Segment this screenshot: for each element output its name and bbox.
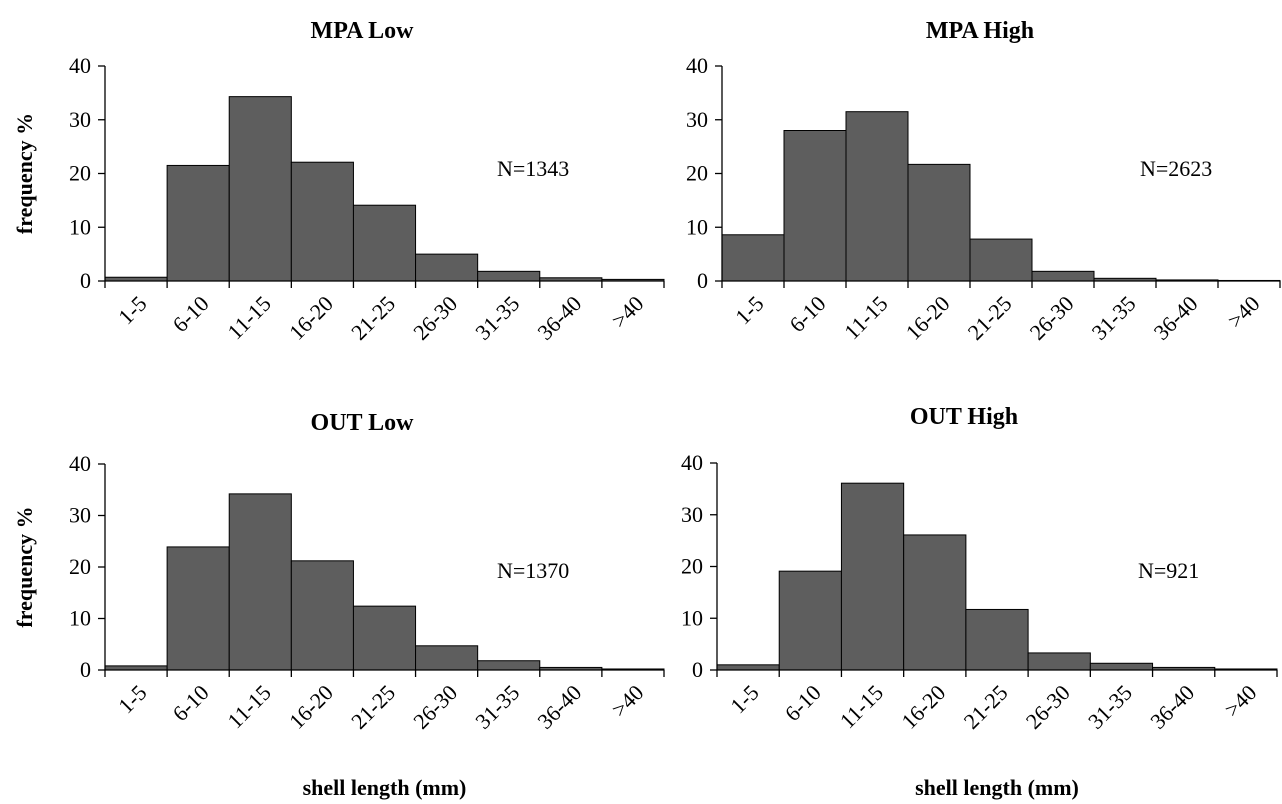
bar-16-20	[907, 163, 971, 282]
bar-31-35	[1089, 662, 1154, 671]
bar-21-25	[969, 238, 1033, 282]
chart-title: OUT High	[910, 404, 1018, 430]
x-tick-label: 21-25	[346, 680, 400, 734]
x-tick-label: 26-30	[408, 680, 462, 734]
x-tick-label: 6-10	[168, 680, 214, 726]
bar-11-15	[840, 482, 905, 671]
bar-21-25	[352, 605, 417, 671]
x-tick-label: 36-40	[1145, 680, 1199, 734]
bar-26-30	[415, 253, 479, 282]
x-tick-label: 1-5	[113, 680, 151, 718]
y-tick-label: 30	[69, 107, 91, 132]
bar-6-10	[778, 570, 842, 671]
bar-11-15	[228, 493, 292, 671]
y-tick-label: 20	[681, 554, 703, 579]
x-tick-label: >40	[1223, 291, 1265, 333]
x-tick-label: 31-35	[1087, 291, 1141, 345]
chart-title: MPA High	[926, 18, 1034, 44]
x-tick-label: 31-35	[470, 291, 524, 345]
bar-26-30	[415, 645, 479, 671]
x-tick-label: 31-35	[1083, 680, 1137, 734]
x-tick-label: 6-10	[784, 291, 830, 337]
x-tick-label: 21-25	[963, 291, 1017, 345]
x-axis-label: shell length (mm)	[303, 775, 467, 800]
y-axis-label: frequency %	[12, 506, 37, 627]
bar-16-20	[290, 161, 354, 282]
x-tick-label: 11-15	[222, 680, 275, 733]
chart-title: OUT Low	[311, 410, 415, 436]
bar-6-10	[166, 164, 230, 282]
x-tick-label: 6-10	[780, 680, 826, 726]
y-tick-label: 0	[697, 268, 708, 293]
bar-1-5	[721, 234, 785, 282]
x-tick-label: 21-25	[959, 680, 1013, 734]
x-tick-label: 26-30	[408, 291, 462, 345]
x-tick-label: 1-5	[725, 680, 763, 718]
x-tick-label: 16-20	[284, 291, 338, 345]
x-tick-label: 26-30	[1021, 680, 1075, 734]
x-tick-label: 1-5	[113, 291, 151, 329]
x-axis-label: shell length (mm)	[915, 775, 1079, 800]
y-tick-label: 0	[80, 268, 91, 293]
y-tick-label: 10	[69, 606, 91, 631]
x-tick-label: 36-40	[532, 291, 586, 345]
bar-6-10	[166, 546, 230, 671]
y-tick-label: 30	[681, 502, 703, 527]
bar-21-25	[965, 608, 1029, 671]
y-tick-label: 20	[69, 161, 91, 186]
y-tick-label: 20	[686, 161, 708, 186]
sample-size-annotation: N=1370	[497, 558, 569, 583]
chart-title: MPA Low	[311, 18, 415, 44]
y-tick-label: 40	[69, 53, 91, 78]
bar-6-10	[783, 130, 847, 282]
x-tick-label: >40	[606, 291, 648, 333]
sample-size-annotation: N=2623	[1140, 156, 1212, 181]
x-tick-label: 16-20	[901, 291, 955, 345]
bar-16-20	[290, 560, 354, 671]
sample-size-annotation: N=1343	[497, 156, 569, 181]
y-tick-label: 20	[69, 554, 91, 579]
y-tick-label: 40	[681, 450, 703, 475]
bar-16-20	[903, 534, 967, 671]
y-tick-label: 40	[686, 53, 708, 78]
x-tick-label: 16-20	[896, 680, 950, 734]
x-tick-label: 21-25	[346, 291, 400, 345]
y-tick-label: 10	[69, 214, 91, 239]
y-axis-label: frequency %	[12, 113, 37, 234]
y-tick-label: 10	[686, 214, 708, 239]
y-tick-label: 0	[80, 657, 91, 682]
x-tick-label: 11-15	[835, 680, 888, 733]
bar-1-5	[716, 664, 780, 671]
bar-31-35	[477, 270, 541, 282]
bar-11-15	[228, 96, 292, 282]
bar-11-15	[845, 111, 909, 282]
y-tick-label: 0	[692, 657, 703, 682]
y-tick-label: 10	[681, 605, 703, 630]
y-tick-label: 40	[69, 451, 91, 476]
y-tick-label: 30	[686, 107, 708, 132]
sample-size-annotation: N=921	[1138, 558, 1199, 583]
bar-26-30	[1027, 652, 1091, 671]
y-tick-label: 30	[69, 503, 91, 528]
x-tick-label: 26-30	[1025, 291, 1079, 345]
bar-26-30	[1031, 270, 1095, 282]
x-tick-label: 1-5	[730, 291, 768, 329]
x-tick-label: 6-10	[168, 291, 214, 337]
x-tick-label: 16-20	[284, 680, 338, 734]
x-tick-label: 36-40	[1149, 291, 1203, 345]
x-tick-label: 36-40	[532, 680, 586, 734]
x-tick-label: 11-15	[839, 291, 892, 344]
x-tick-label: 31-35	[470, 680, 524, 734]
x-tick-label: 11-15	[222, 291, 275, 344]
x-tick-label: >40	[606, 680, 648, 722]
bar-21-25	[352, 204, 417, 282]
bar-31-35	[477, 660, 541, 671]
x-tick-label: >40	[1219, 680, 1261, 722]
